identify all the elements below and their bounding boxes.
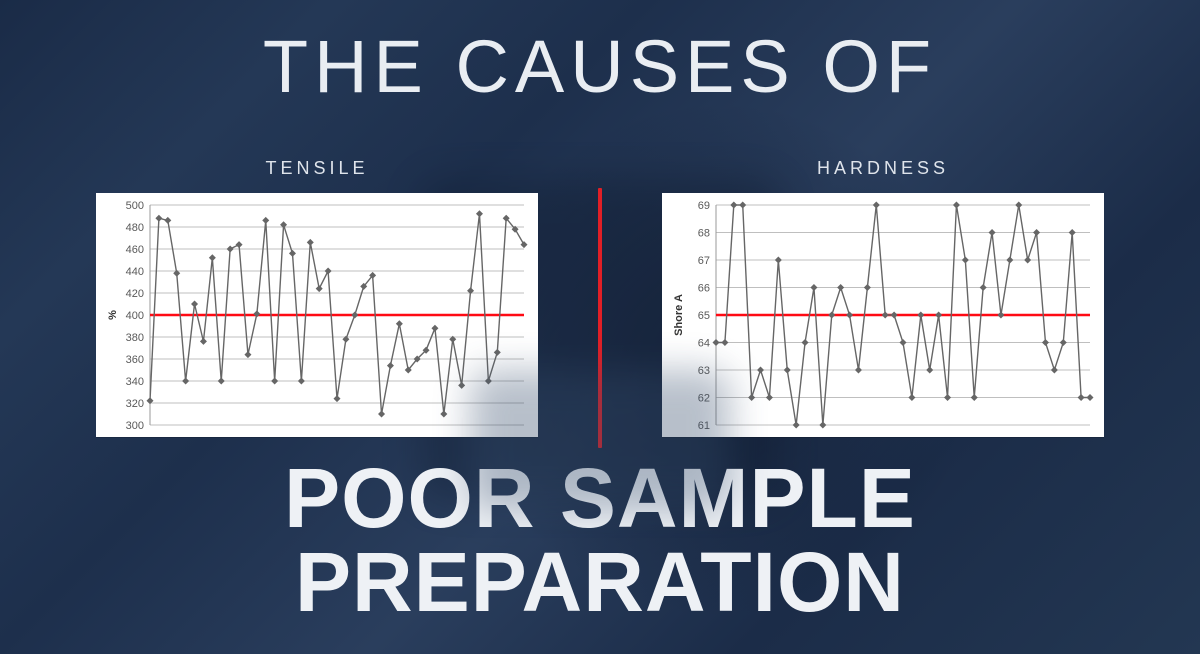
svg-text:Shore A: Shore A — [673, 294, 685, 336]
title-top: THE CAUSES OF — [0, 24, 1200, 109]
svg-text:480: 480 — [126, 222, 144, 234]
chart-card-hardness: 61 62 63 64 65 66 67 68 69 Shore A — [662, 193, 1104, 437]
svg-text:63: 63 — [698, 365, 710, 377]
panel-tensile: TENSILE 300 320 340 360 380 400 420 440 460 480 50… — [96, 158, 538, 437]
chart-tensile: 300 320 340 360 380 400 420 440 460 480 500% — [102, 199, 532, 431]
charts-row: TENSILE 300 320 340 360 380 400 420 440 460 480 50… — [0, 158, 1200, 478]
vertical-divider — [598, 188, 602, 448]
panel-hardness: HARDNESS 61 62 63 64 65 66 67 68 69 Shore A — [662, 158, 1104, 437]
svg-text:300: 300 — [126, 420, 144, 431]
title-bottom: POOR SAMPLE PREPARATION — [0, 456, 1200, 624]
svg-text:65: 65 — [698, 310, 710, 322]
svg-text:380: 380 — [126, 332, 144, 344]
svg-text:68: 68 — [698, 228, 710, 240]
svg-text:67: 67 — [698, 255, 710, 267]
chart-hardness: 61 62 63 64 65 66 67 68 69 Shore A — [668, 199, 1098, 431]
svg-text:360: 360 — [126, 354, 144, 366]
panel-tensile-label: TENSILE — [265, 158, 368, 179]
svg-text:64: 64 — [698, 338, 710, 350]
svg-text:400: 400 — [126, 310, 144, 322]
slide-stage: THE CAUSES OF TENSILE 300 320 340 360 380 400… — [0, 0, 1200, 654]
panel-hardness-label: HARDNESS — [817, 158, 949, 179]
svg-text:340: 340 — [126, 376, 144, 388]
svg-text:%: % — [107, 310, 119, 320]
svg-text:62: 62 — [698, 393, 710, 405]
svg-text:420: 420 — [126, 288, 144, 300]
svg-text:320: 320 — [126, 398, 144, 410]
svg-text:69: 69 — [698, 200, 710, 212]
chart-card-tensile: 300 320 340 360 380 400 420 440 460 480 500% — [96, 193, 538, 437]
svg-text:500: 500 — [126, 200, 144, 212]
svg-text:61: 61 — [698, 420, 710, 431]
svg-text:440: 440 — [126, 266, 144, 278]
svg-text:66: 66 — [698, 283, 710, 295]
svg-text:460: 460 — [126, 244, 144, 256]
